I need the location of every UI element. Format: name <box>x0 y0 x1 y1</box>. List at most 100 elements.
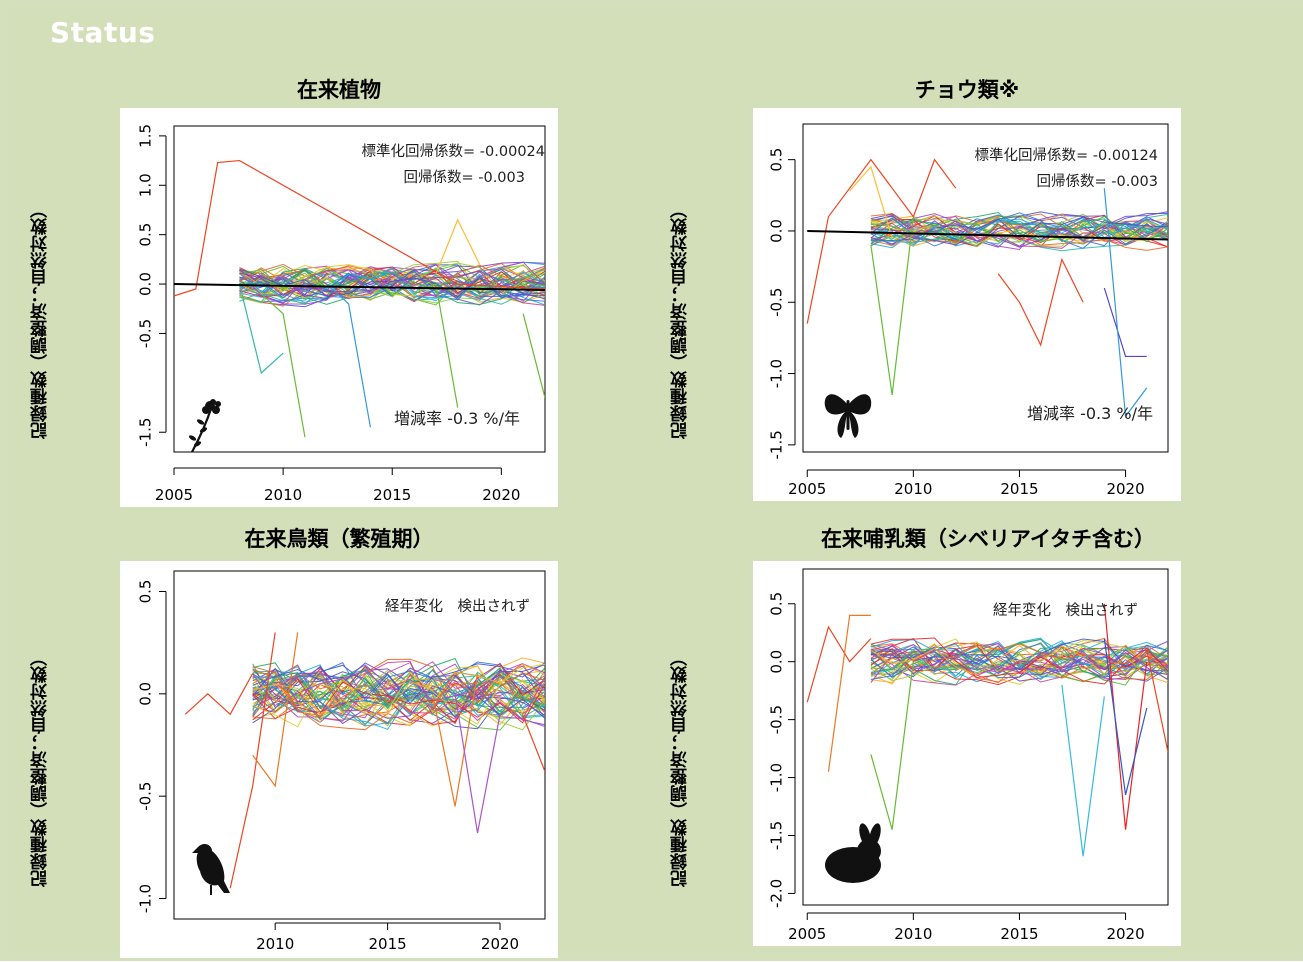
x-tick-label: 2005 <box>155 486 193 504</box>
y-tick-label: 0.5 <box>137 223 155 247</box>
chart-panel-plants: 2005 2010 2015 2020 -1.5 -0.5 0.0 0.5 1.0 1.5 標準化回… <box>120 108 558 507</box>
x-tick-label: 2020 <box>482 486 520 504</box>
series-line <box>1061 684 1105 857</box>
series-line <box>252 669 545 731</box>
y-tick-label: 0.0 <box>137 272 155 296</box>
y-axis-label-plants: 記録種数（調整済；自然対数） <box>31 201 51 439</box>
series-line <box>806 158 957 324</box>
x-tick-label: 2020 <box>1106 925 1144 943</box>
series-line <box>174 159 545 297</box>
series-line <box>870 211 1168 248</box>
series-line <box>870 217 1168 244</box>
chart-plants: 2005 2010 2015 2020 -1.5 -0.5 0.0 0.5 1.0 1.5 標準化回… <box>137 124 546 504</box>
y-tick-label: 0.0 <box>768 650 786 674</box>
x-tick-label: 2010 <box>264 486 302 504</box>
series-line <box>431 673 479 807</box>
annotation-text: 増減率 -0.3 %/年 <box>394 409 520 428</box>
series-line <box>239 267 545 305</box>
chart-mammals: 2005 2010 2015 2020 -2.0 -1.5 -1.0 -0.5 0.0 0.5 経年… <box>768 568 1169 943</box>
series-line <box>849 165 893 239</box>
plot-frame <box>802 568 1169 906</box>
y-tick-label: 1.5 <box>137 124 155 148</box>
annotation-text: 経年変化 検出されず <box>385 598 530 615</box>
annotation-text: 経年変化 検出されず <box>993 602 1138 619</box>
series-line <box>870 661 914 830</box>
y-tick-label: -0.5 <box>137 319 155 348</box>
series-line <box>252 667 545 717</box>
chart-title-mammals: 在来哺乳類（シベリアイタチ含む） <box>820 527 1156 551</box>
series-line <box>454 693 501 834</box>
series-line <box>870 641 1168 683</box>
x-tick-label: 2015 <box>1000 925 1038 943</box>
series-line <box>1146 649 1168 753</box>
series-group <box>184 632 545 889</box>
series-line <box>239 270 545 300</box>
y-tick-label: 0.5 <box>137 580 155 604</box>
series-line <box>326 283 372 428</box>
annotation-text: 回帰係数= -0.003 <box>1036 172 1158 190</box>
x-tick-label: 2015 <box>369 935 407 953</box>
series-line <box>1103 188 1148 418</box>
y-tick-label: -0.5 <box>768 705 786 734</box>
series-line <box>239 261 545 305</box>
series-group <box>806 158 1168 418</box>
y-tick-label: -1.5 <box>137 418 155 447</box>
series-line <box>1103 603 1148 830</box>
series-line <box>870 646 1168 682</box>
y-tick-label: -1.0 <box>768 359 786 388</box>
chart-panel-birds: 2010 2015 2020 -1.0 -0.5 0.0 0.5 経年変化 検出されず <box>120 561 558 958</box>
x-tick-label: 2015 <box>1000 480 1038 498</box>
series-line <box>252 667 545 725</box>
x-tick-label: 2005 <box>788 480 826 498</box>
series-line <box>252 671 545 718</box>
series-line <box>239 266 545 298</box>
series-line <box>870 216 1168 242</box>
series-line <box>252 663 545 716</box>
y-tick-label: -1.5 <box>768 821 786 850</box>
y-axis-label-mammals: 記録種数（調整済；自然対数） <box>671 649 691 887</box>
chart-butterflies: 2005 2010 2015 2020 -1.5 -1.0 -0.5 0.0 0.5 標準化回帰係… <box>768 123 1169 498</box>
bird-icon <box>192 844 230 895</box>
annotation-text: 標準化回帰係数= -0.00024 <box>362 142 545 160</box>
series-line <box>252 665 545 723</box>
annotation-text: 回帰係数= -0.003 <box>403 168 525 186</box>
plot-frame <box>173 570 546 920</box>
series-line <box>870 638 1168 686</box>
chart-birds: 2010 2015 2020 -1.0 -0.5 0.0 0.5 経年変化 検出されず <box>137 570 546 953</box>
y-tick-label: 0.0 <box>137 682 155 706</box>
series-line <box>252 662 545 725</box>
series-line <box>521 714 545 772</box>
plant-icon <box>188 399 221 453</box>
x-tick-label: 2020 <box>1106 480 1144 498</box>
series-line <box>870 216 914 396</box>
series-line <box>252 663 545 728</box>
y-tick-label: 1.0 <box>137 173 155 197</box>
series-line <box>870 637 1168 685</box>
plot-frame <box>802 123 1169 453</box>
y-tick-label: -0.5 <box>137 782 155 811</box>
series-line <box>239 262 545 301</box>
x-tick-label: 2005 <box>788 925 826 943</box>
y-tick-label: 0.5 <box>768 148 786 172</box>
series-line <box>870 645 1168 684</box>
chart-title-butterflies: チョウ類※ <box>914 78 1020 102</box>
series-line <box>252 668 545 719</box>
series-line <box>827 614 871 772</box>
series-line <box>252 663 545 707</box>
annotation-text: 標準化回帰係数= -0.00124 <box>975 146 1158 164</box>
series-line <box>806 625 872 703</box>
y-tick-label: 0.5 <box>768 592 786 616</box>
series-line <box>1103 287 1147 358</box>
series-line <box>252 666 545 730</box>
series-line <box>252 632 299 788</box>
trend-line <box>174 283 545 291</box>
rabbit-icon <box>825 823 881 883</box>
series-line <box>252 666 545 731</box>
x-tick-label: 2010 <box>894 925 932 943</box>
y-tick-label: -0.5 <box>768 288 786 317</box>
butterfly-icon <box>824 394 872 438</box>
y-tick-label: -1.0 <box>768 763 786 792</box>
series-line <box>238 283 284 375</box>
y-tick-label: -1.0 <box>137 884 155 913</box>
